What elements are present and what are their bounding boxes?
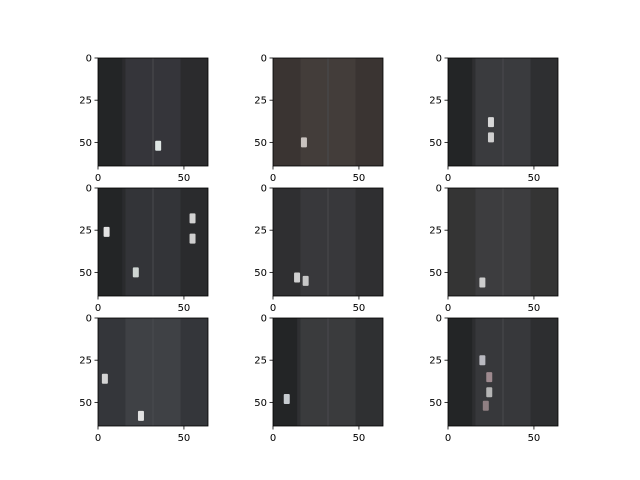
car-mark bbox=[482, 400, 489, 411]
y-tick-label: 25 bbox=[254, 226, 267, 237]
car-mark bbox=[300, 137, 307, 148]
x-tick-label: 0 bbox=[270, 433, 276, 444]
subplot-2: 0 25 50 0 50 bbox=[254, 54, 384, 184]
subplot-3: 0 25 50 0 50 bbox=[429, 54, 559, 184]
subplot-9: 0 25 50 0 50 bbox=[429, 314, 559, 444]
car-mark bbox=[155, 140, 162, 151]
car-mark bbox=[294, 272, 301, 283]
x-tick-label: 0 bbox=[445, 173, 451, 184]
y-tick-label: 0 bbox=[436, 184, 442, 195]
y-tick-label: 0 bbox=[436, 314, 442, 325]
y-tick-label: 25 bbox=[254, 356, 267, 367]
y-tick-label: 50 bbox=[79, 138, 92, 149]
car-mark bbox=[487, 117, 494, 128]
axes-frame bbox=[447, 317, 559, 427]
x-tick-label: 50 bbox=[528, 303, 541, 314]
axes-frame bbox=[97, 187, 209, 297]
axes-frame bbox=[272, 57, 384, 167]
y-tick-label: 50 bbox=[254, 398, 267, 409]
axes-frame bbox=[272, 187, 384, 297]
x-tick-label: 50 bbox=[353, 173, 366, 184]
car-mark bbox=[189, 213, 196, 224]
car-mark bbox=[486, 387, 493, 398]
x-tick-label: 50 bbox=[353, 303, 366, 314]
car-mark bbox=[487, 132, 494, 143]
x-tick-label: 50 bbox=[178, 303, 191, 314]
subplot-7: 0 25 50 0 50 bbox=[79, 314, 209, 444]
y-tick-label: 25 bbox=[79, 356, 92, 367]
subplot-1: 0 25 50 0 50 bbox=[79, 54, 209, 184]
y-tick-label: 50 bbox=[79, 398, 92, 409]
y-tick-label: 25 bbox=[429, 356, 442, 367]
axes-frame bbox=[97, 317, 209, 427]
y-tick-label: 25 bbox=[79, 226, 92, 237]
y-tick-label: 0 bbox=[86, 184, 92, 195]
x-tick-label: 0 bbox=[95, 173, 101, 184]
x-tick-label: 0 bbox=[95, 303, 101, 314]
y-tick-label: 50 bbox=[79, 268, 92, 279]
x-tick-label: 50 bbox=[178, 173, 191, 184]
x-tick-label: 0 bbox=[270, 173, 276, 184]
axes-frame bbox=[97, 57, 209, 167]
tree-cover bbox=[448, 318, 473, 426]
y-tick-label: 0 bbox=[86, 54, 92, 65]
car-mark bbox=[283, 394, 290, 404]
x-tick-label: 0 bbox=[445, 433, 451, 444]
car-mark bbox=[479, 355, 486, 366]
subplot-4: 0 25 50 0 50 bbox=[79, 184, 209, 314]
x-tick-label: 50 bbox=[528, 433, 541, 444]
y-tick-label: 50 bbox=[429, 398, 442, 409]
y-tick-label: 50 bbox=[254, 268, 267, 279]
y-tick-label: 0 bbox=[261, 184, 267, 195]
x-tick-label: 0 bbox=[445, 303, 451, 314]
tree-cover bbox=[98, 58, 123, 166]
x-tick-label: 0 bbox=[95, 433, 101, 444]
y-tick-label: 50 bbox=[429, 138, 442, 149]
subplot-8: 0 25 50 0 50 bbox=[254, 314, 384, 444]
y-tick-label: 0 bbox=[261, 314, 267, 325]
y-tick-label: 25 bbox=[429, 96, 442, 107]
y-tick-label: 50 bbox=[429, 268, 442, 279]
car-mark bbox=[132, 267, 139, 278]
car-mark bbox=[137, 410, 144, 421]
axes-frame bbox=[447, 187, 559, 297]
subplot-5: 0 25 50 0 50 bbox=[254, 184, 384, 314]
y-tick-label: 0 bbox=[86, 314, 92, 325]
car-mark bbox=[103, 226, 110, 237]
x-tick-label: 0 bbox=[270, 303, 276, 314]
tree-cover bbox=[448, 58, 473, 166]
tree-cover bbox=[98, 188, 123, 296]
y-tick-label: 0 bbox=[436, 54, 442, 65]
car-mark bbox=[486, 372, 493, 383]
y-tick-label: 0 bbox=[261, 54, 267, 65]
y-tick-label: 25 bbox=[254, 96, 267, 107]
car-mark bbox=[479, 277, 486, 288]
x-tick-label: 50 bbox=[353, 433, 366, 444]
axes-frame bbox=[272, 317, 384, 427]
car-mark bbox=[189, 233, 196, 244]
car-mark bbox=[101, 373, 108, 384]
y-tick-label: 25 bbox=[79, 96, 92, 107]
car-mark bbox=[302, 275, 309, 286]
x-tick-label: 50 bbox=[528, 173, 541, 184]
subplot-6: 0 25 50 0 50 bbox=[429, 184, 559, 314]
x-tick-label: 50 bbox=[178, 433, 191, 444]
tree-cover bbox=[273, 318, 298, 426]
y-tick-label: 50 bbox=[254, 138, 267, 149]
y-tick-label: 25 bbox=[429, 226, 442, 237]
axes-frame bbox=[447, 57, 559, 167]
